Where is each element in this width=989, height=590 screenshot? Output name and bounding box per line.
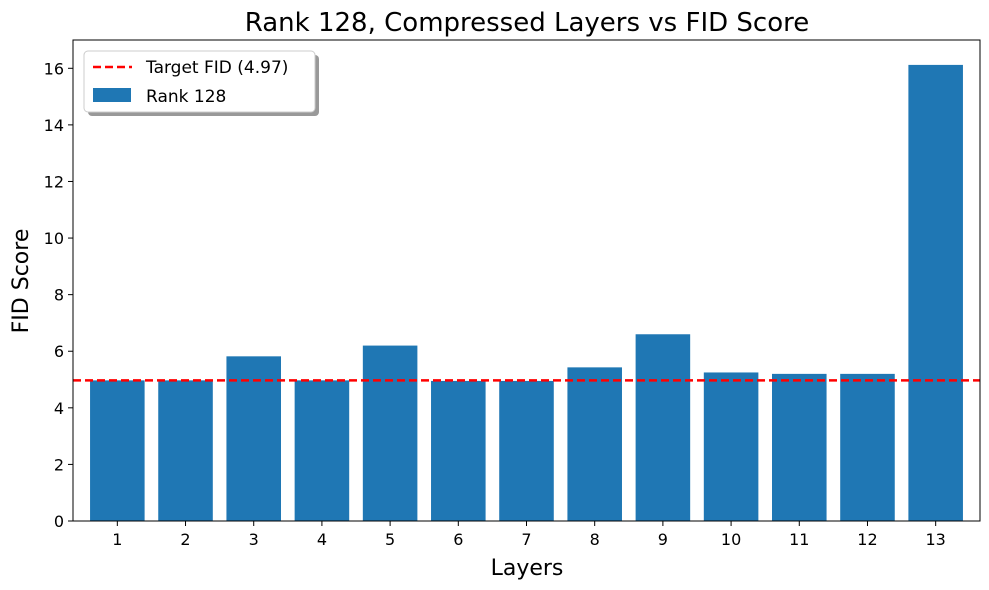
x-tick-label: 13 bbox=[925, 530, 945, 549]
y-tick-label: 14 bbox=[44, 116, 64, 135]
x-tick-label: 7 bbox=[521, 530, 531, 549]
legend-bar-swatch bbox=[93, 88, 131, 102]
legend-box bbox=[83, 50, 316, 113]
bar-layer-13 bbox=[908, 64, 963, 522]
x-axis: 1 2 3 4 5 6 7 8 9 10 11 12 13 bbox=[112, 521, 946, 549]
bar-layer-11 bbox=[772, 373, 827, 521]
x-tick-label: 8 bbox=[590, 530, 600, 549]
y-tick-label: 12 bbox=[44, 172, 64, 191]
bar-layer-4 bbox=[294, 380, 350, 521]
bar-layer-1 bbox=[90, 380, 145, 521]
bar-layer-6 bbox=[431, 380, 486, 521]
legend: Target FID (4.97) Rank 128 bbox=[83, 50, 319, 116]
chart-title: Rank 128, Compressed Layers vs FID Score bbox=[245, 8, 809, 38]
x-tick-label: 10 bbox=[721, 530, 741, 549]
x-tick-label: 2 bbox=[180, 530, 190, 549]
bar-layer-3 bbox=[226, 356, 281, 521]
x-tick-label: 3 bbox=[249, 530, 259, 549]
y-axis-label: FID Score bbox=[9, 229, 34, 334]
legend-bar-series-label: Rank 128 bbox=[146, 87, 226, 107]
bars-group bbox=[90, 64, 963, 522]
bar-layer-8 bbox=[567, 367, 622, 521]
x-tick-label: 4 bbox=[317, 530, 327, 549]
y-tick-label: 4 bbox=[54, 399, 64, 418]
x-tick-label: 5 bbox=[385, 530, 395, 549]
y-tick-label: 8 bbox=[54, 286, 64, 305]
y-tick-label: 2 bbox=[54, 455, 64, 474]
y-tick-label: 10 bbox=[44, 229, 64, 248]
x-tick-label: 6 bbox=[453, 530, 463, 549]
x-tick-label: 9 bbox=[658, 530, 668, 549]
x-tick-label: 11 bbox=[789, 530, 809, 549]
bar-layer-12 bbox=[840, 373, 895, 521]
y-tick-label: 6 bbox=[54, 342, 64, 361]
x-tick-label: 12 bbox=[857, 530, 877, 549]
x-tick-label: 1 bbox=[112, 530, 122, 549]
x-axis-label: Layers bbox=[491, 556, 564, 581]
bar-layer-7 bbox=[499, 380, 554, 521]
bar-layer-5 bbox=[362, 345, 418, 521]
bar-layer-10 bbox=[703, 372, 759, 521]
legend-reference-line-label: Target FID (4.97) bbox=[145, 58, 288, 78]
bar-layer-9 bbox=[635, 334, 691, 521]
y-axis: 0 2 4 6 8 10 12 14 16 bbox=[44, 59, 73, 531]
bar-layer-2 bbox=[158, 380, 213, 521]
y-tick-label: 16 bbox=[44, 59, 64, 78]
y-tick-label: 0 bbox=[54, 512, 64, 531]
